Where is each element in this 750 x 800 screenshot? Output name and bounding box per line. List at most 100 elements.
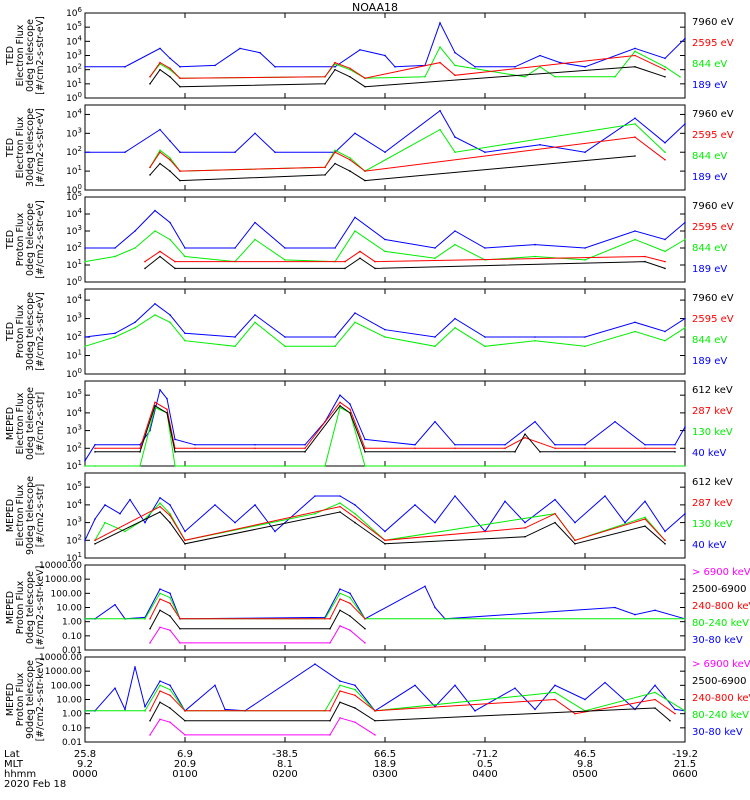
data-point [324, 174, 326, 176]
data-point [84, 151, 86, 154]
data-point [149, 710, 151, 712]
chart-title: NOAA18 [351, 1, 399, 14]
data-point [374, 734, 376, 736]
data-point [254, 443, 256, 446]
legend-entry: 40 keV [692, 540, 726, 551]
data-point [384, 530, 386, 533]
data-point [669, 719, 671, 722]
data-point [214, 64, 216, 67]
data-point [144, 521, 146, 524]
y-tick-label: 100 [66, 367, 82, 380]
data-point [684, 512, 686, 515]
panel-frame [84, 288, 686, 375]
y-tick-label: 0.01 [62, 738, 82, 748]
data-point [184, 332, 186, 335]
data-point [169, 158, 171, 161]
panel-7: 0.01 0.10 1.00 10.00 100.00 1000.00 10000.00ME… [5, 561, 750, 656]
panel-6: 101 102 103 104 105 MEPEDElectron Flux90deg t… [5, 472, 733, 564]
data-point [664, 250, 666, 253]
legend-entry: 40 keV [692, 448, 726, 459]
y-tick-label: 101 [66, 258, 82, 271]
data-point [184, 719, 186, 722]
data-point [179, 66, 181, 68]
data-point [384, 543, 386, 545]
data-point [614, 606, 616, 609]
data-point [664, 260, 666, 263]
data-point [664, 238, 666, 241]
data-point [644, 260, 646, 263]
data-point [584, 698, 586, 701]
data-point [159, 511, 161, 513]
data-point [664, 57, 666, 60]
data-point [149, 642, 151, 644]
data-point [339, 511, 341, 513]
data-point [374, 267, 376, 270]
data-point [434, 606, 436, 609]
data-point [384, 336, 386, 338]
data-point [614, 75, 616, 78]
y-tick-label: 10000.00 [39, 561, 82, 571]
data-point [169, 321, 171, 324]
data-point [234, 247, 236, 249]
data-point [169, 504, 171, 506]
data-point [339, 406, 341, 409]
data-point [484, 151, 486, 154]
data-point [414, 684, 416, 687]
data-point [159, 680, 161, 682]
y-tick-label: 103 [66, 516, 82, 529]
data-point [159, 162, 161, 165]
data-point [664, 267, 666, 270]
data-point [384, 238, 386, 241]
data-point [154, 230, 156, 232]
data-point [159, 68, 161, 71]
data-point [339, 495, 341, 497]
data-point [149, 719, 151, 722]
data-point [84, 66, 86, 68]
data-point [664, 539, 666, 542]
data-point [584, 443, 586, 446]
data-point [349, 170, 351, 172]
data-point [364, 77, 366, 79]
y-tick-label: 100 [66, 183, 82, 196]
data-point [454, 684, 456, 687]
data-point [154, 404, 156, 407]
y-axis-label: TEDProton Flux0deg telescope[#/cm2-s-str… [5, 200, 46, 279]
data-point [364, 447, 366, 450]
data-point [159, 609, 161, 612]
data-point [454, 230, 456, 232]
series-line [149, 625, 366, 644]
data-point [254, 447, 256, 450]
data-point [124, 151, 126, 154]
data-point [104, 504, 106, 506]
data-point [94, 518, 96, 520]
data-point [674, 451, 676, 453]
data-point [664, 66, 666, 68]
data-point [94, 443, 96, 446]
data-point [334, 247, 336, 249]
data-point [159, 718, 161, 721]
y-axis-label: MEPEDProton Flux0deg telescope[#/cm2-s-s… [5, 566, 46, 650]
data-point [329, 627, 331, 630]
data-point [124, 66, 126, 68]
data-point [339, 684, 341, 687]
data-point [159, 250, 161, 253]
data-point [424, 75, 426, 78]
data-point [679, 75, 681, 78]
data-point [159, 128, 161, 131]
data-point [454, 495, 456, 497]
data-point [234, 345, 236, 348]
data-point [159, 255, 161, 258]
data-point [634, 54, 636, 57]
data-point [304, 443, 306, 446]
series-line [94, 502, 666, 541]
data-point [254, 238, 256, 241]
data-point [159, 592, 161, 595]
data-point [179, 151, 181, 154]
data-point [134, 666, 136, 668]
data-point [144, 267, 146, 270]
data-point [339, 404, 341, 407]
data-point [159, 684, 161, 687]
data-point [674, 443, 676, 446]
data-point [169, 314, 171, 316]
